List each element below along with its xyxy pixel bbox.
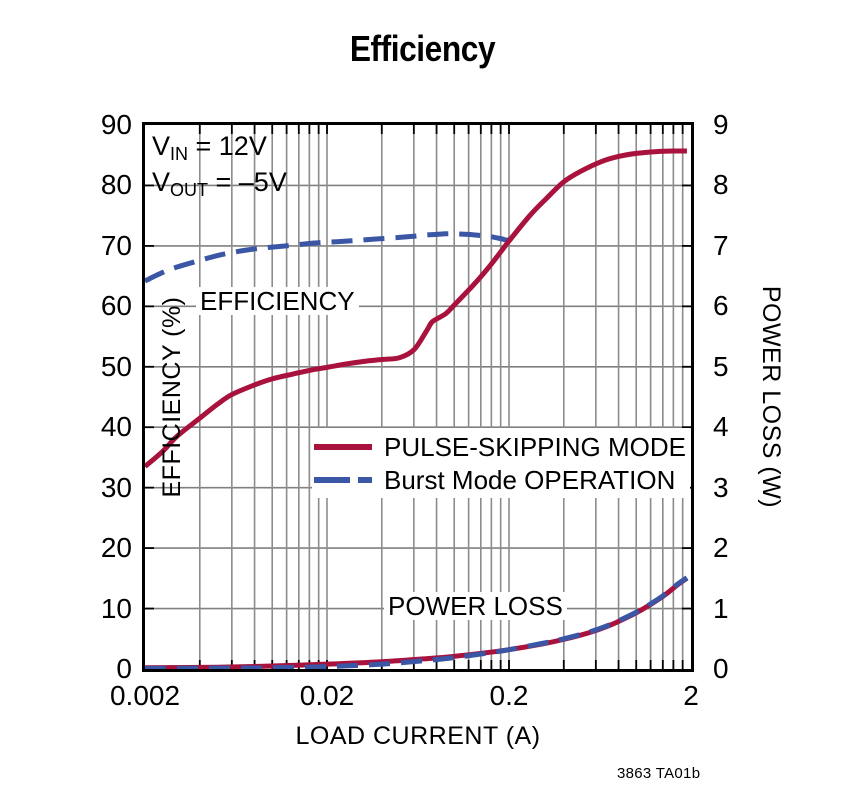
legend-label: PULSE-SKIPPING MODE <box>384 431 686 462</box>
x-axis-tick-label: 2 <box>683 680 699 711</box>
legend-label: Burst Mode OPERATION <box>384 464 676 495</box>
condition-vout-symbol: V <box>152 167 171 197</box>
plot-inner <box>145 125 691 669</box>
x-axis-title: LOAD CURRENT (A) <box>295 722 541 750</box>
y-axis-right-title: POWER LOSS (W) <box>757 285 785 509</box>
condition-vout: VOUT = –5V <box>152 166 287 202</box>
y-axis-right-tick-label: 8 <box>713 169 729 201</box>
condition-vout-subscript: OUT <box>170 180 209 200</box>
y-axis-left-tick-label: 40 <box>100 411 132 443</box>
x-axis-tick-label: 0.02 <box>299 680 355 711</box>
y-axis-left-tick-label: 20 <box>100 532 132 564</box>
condition-vin-subscript: IN <box>170 144 189 164</box>
y-axis-right-tick-label: 3 <box>713 471 729 503</box>
series-path <box>145 230 519 284</box>
legend-item: Burst Mode OPERATION <box>314 463 686 496</box>
y-axis-left-title: EFFICIENCY (%) <box>158 296 186 498</box>
y-axis-left-tick-label: 70 <box>100 229 132 261</box>
y-axis-right-tick-label: 0 <box>713 653 729 684</box>
data-curves <box>145 148 689 669</box>
y-axis-left-tick-label: 0 <box>116 653 132 684</box>
condition-vout-value: = –5V <box>208 167 287 197</box>
y-axis-left-tick-label: 10 <box>100 592 132 624</box>
condition-vin-value: = 12V <box>188 131 267 161</box>
y-axis-right-tick-label: 2 <box>713 532 729 564</box>
power-loss-region-label: POWER LOSS <box>384 592 567 620</box>
condition-vin-symbol: V <box>152 131 171 161</box>
x-axis-tick-label: 0.002 <box>109 680 181 711</box>
conditions-annotation: VIN = 12V VOUT = –5V <box>152 130 287 202</box>
legend-swatch <box>314 436 372 458</box>
y-axis-right-tick-label: 9 <box>713 109 729 140</box>
page-title: Efficiency <box>349 28 496 69</box>
legend-item: PULSE-SKIPPING MODE <box>314 430 686 463</box>
y-axis-right-tick-label: 6 <box>713 290 729 322</box>
legend-swatch <box>314 469 372 491</box>
y-axis-right-tick-label: 4 <box>713 411 729 443</box>
y-axis-left-tick-label: 50 <box>100 350 132 382</box>
y-axis-left-tick-label: 90 <box>100 109 132 140</box>
legend: PULSE-SKIPPING MODE Burst Mode OPERATION <box>312 428 690 498</box>
y-axis-right-tick-label: 5 <box>713 350 729 382</box>
series-path <box>145 575 689 669</box>
y-axis-right-tick-label: 7 <box>713 229 729 261</box>
plot-area <box>142 122 694 672</box>
y-axis-left-tick-label: 60 <box>100 290 132 322</box>
y-axis-left-tick-label: 30 <box>100 471 132 503</box>
series-path <box>145 148 687 469</box>
y-axis-right-tick-label: 1 <box>713 592 729 624</box>
figure-caption: 3863 TA01b <box>617 765 701 782</box>
condition-vin: VIN = 12V <box>152 130 287 166</box>
y-axis-left-tick-label: 80 <box>100 169 132 201</box>
x-axis-tick-label: 0.2 <box>489 680 529 711</box>
efficiency-region-label: EFFICIENCY <box>196 287 359 315</box>
grid-lines <box>145 125 691 669</box>
